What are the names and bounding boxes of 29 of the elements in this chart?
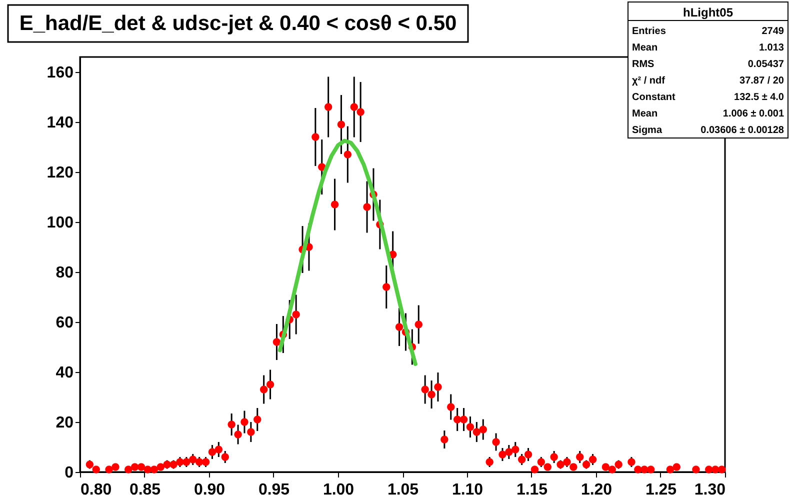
text: RMS 0.05437 <box>632 58 784 70</box>
y-tick-label: 120 <box>46 164 74 182</box>
x-tick-label: 1.10 <box>452 482 484 495</box>
chart-title: E_had/E_det & udsc-jet & 0.40 < cosθ < 0.50 <box>19 12 457 35</box>
y-tick-label: 100 <box>46 214 74 232</box>
x-tick-label: 1.25 <box>645 482 677 495</box>
y-tick-label: 140 <box>46 114 74 132</box>
x-tick-label: 0.90 <box>194 482 226 495</box>
y-tick-label: 60 <box>56 314 74 332</box>
x-tick-label: 1.05 <box>387 482 419 495</box>
x-tick-label: 1.30 <box>694 482 726 495</box>
y-tick-label: 20 <box>56 414 74 432</box>
x-tick-label: 0.80 <box>80 482 112 495</box>
y-tick-label: 160 <box>46 64 74 82</box>
text: Sigma 0.03606 ± 0.00128 <box>632 124 784 136</box>
y-tick-label: 80 <box>56 264 74 282</box>
x-tick-label: 0.95 <box>258 482 290 495</box>
text: Mean 1.006 ± 0.001 <box>632 108 784 120</box>
x-tick-label: 1.20 <box>580 482 612 495</box>
text: Mean 1.013 <box>632 42 784 54</box>
text: Constant 132.5 ± 4.0 <box>632 92 784 103</box>
text: χ² / ndf 37.87 / 20 <box>632 75 784 86</box>
text: hLight05 <box>683 5 734 20</box>
x-tick-label: 0.85 <box>129 482 161 495</box>
x-tick-label: 1.15 <box>516 482 548 495</box>
y-tick-label: 40 <box>56 364 74 382</box>
text: Entries 2749 <box>632 26 784 37</box>
y-tick-label: 0 <box>64 464 74 482</box>
x-tick-label: 1.00 <box>322 482 354 495</box>
